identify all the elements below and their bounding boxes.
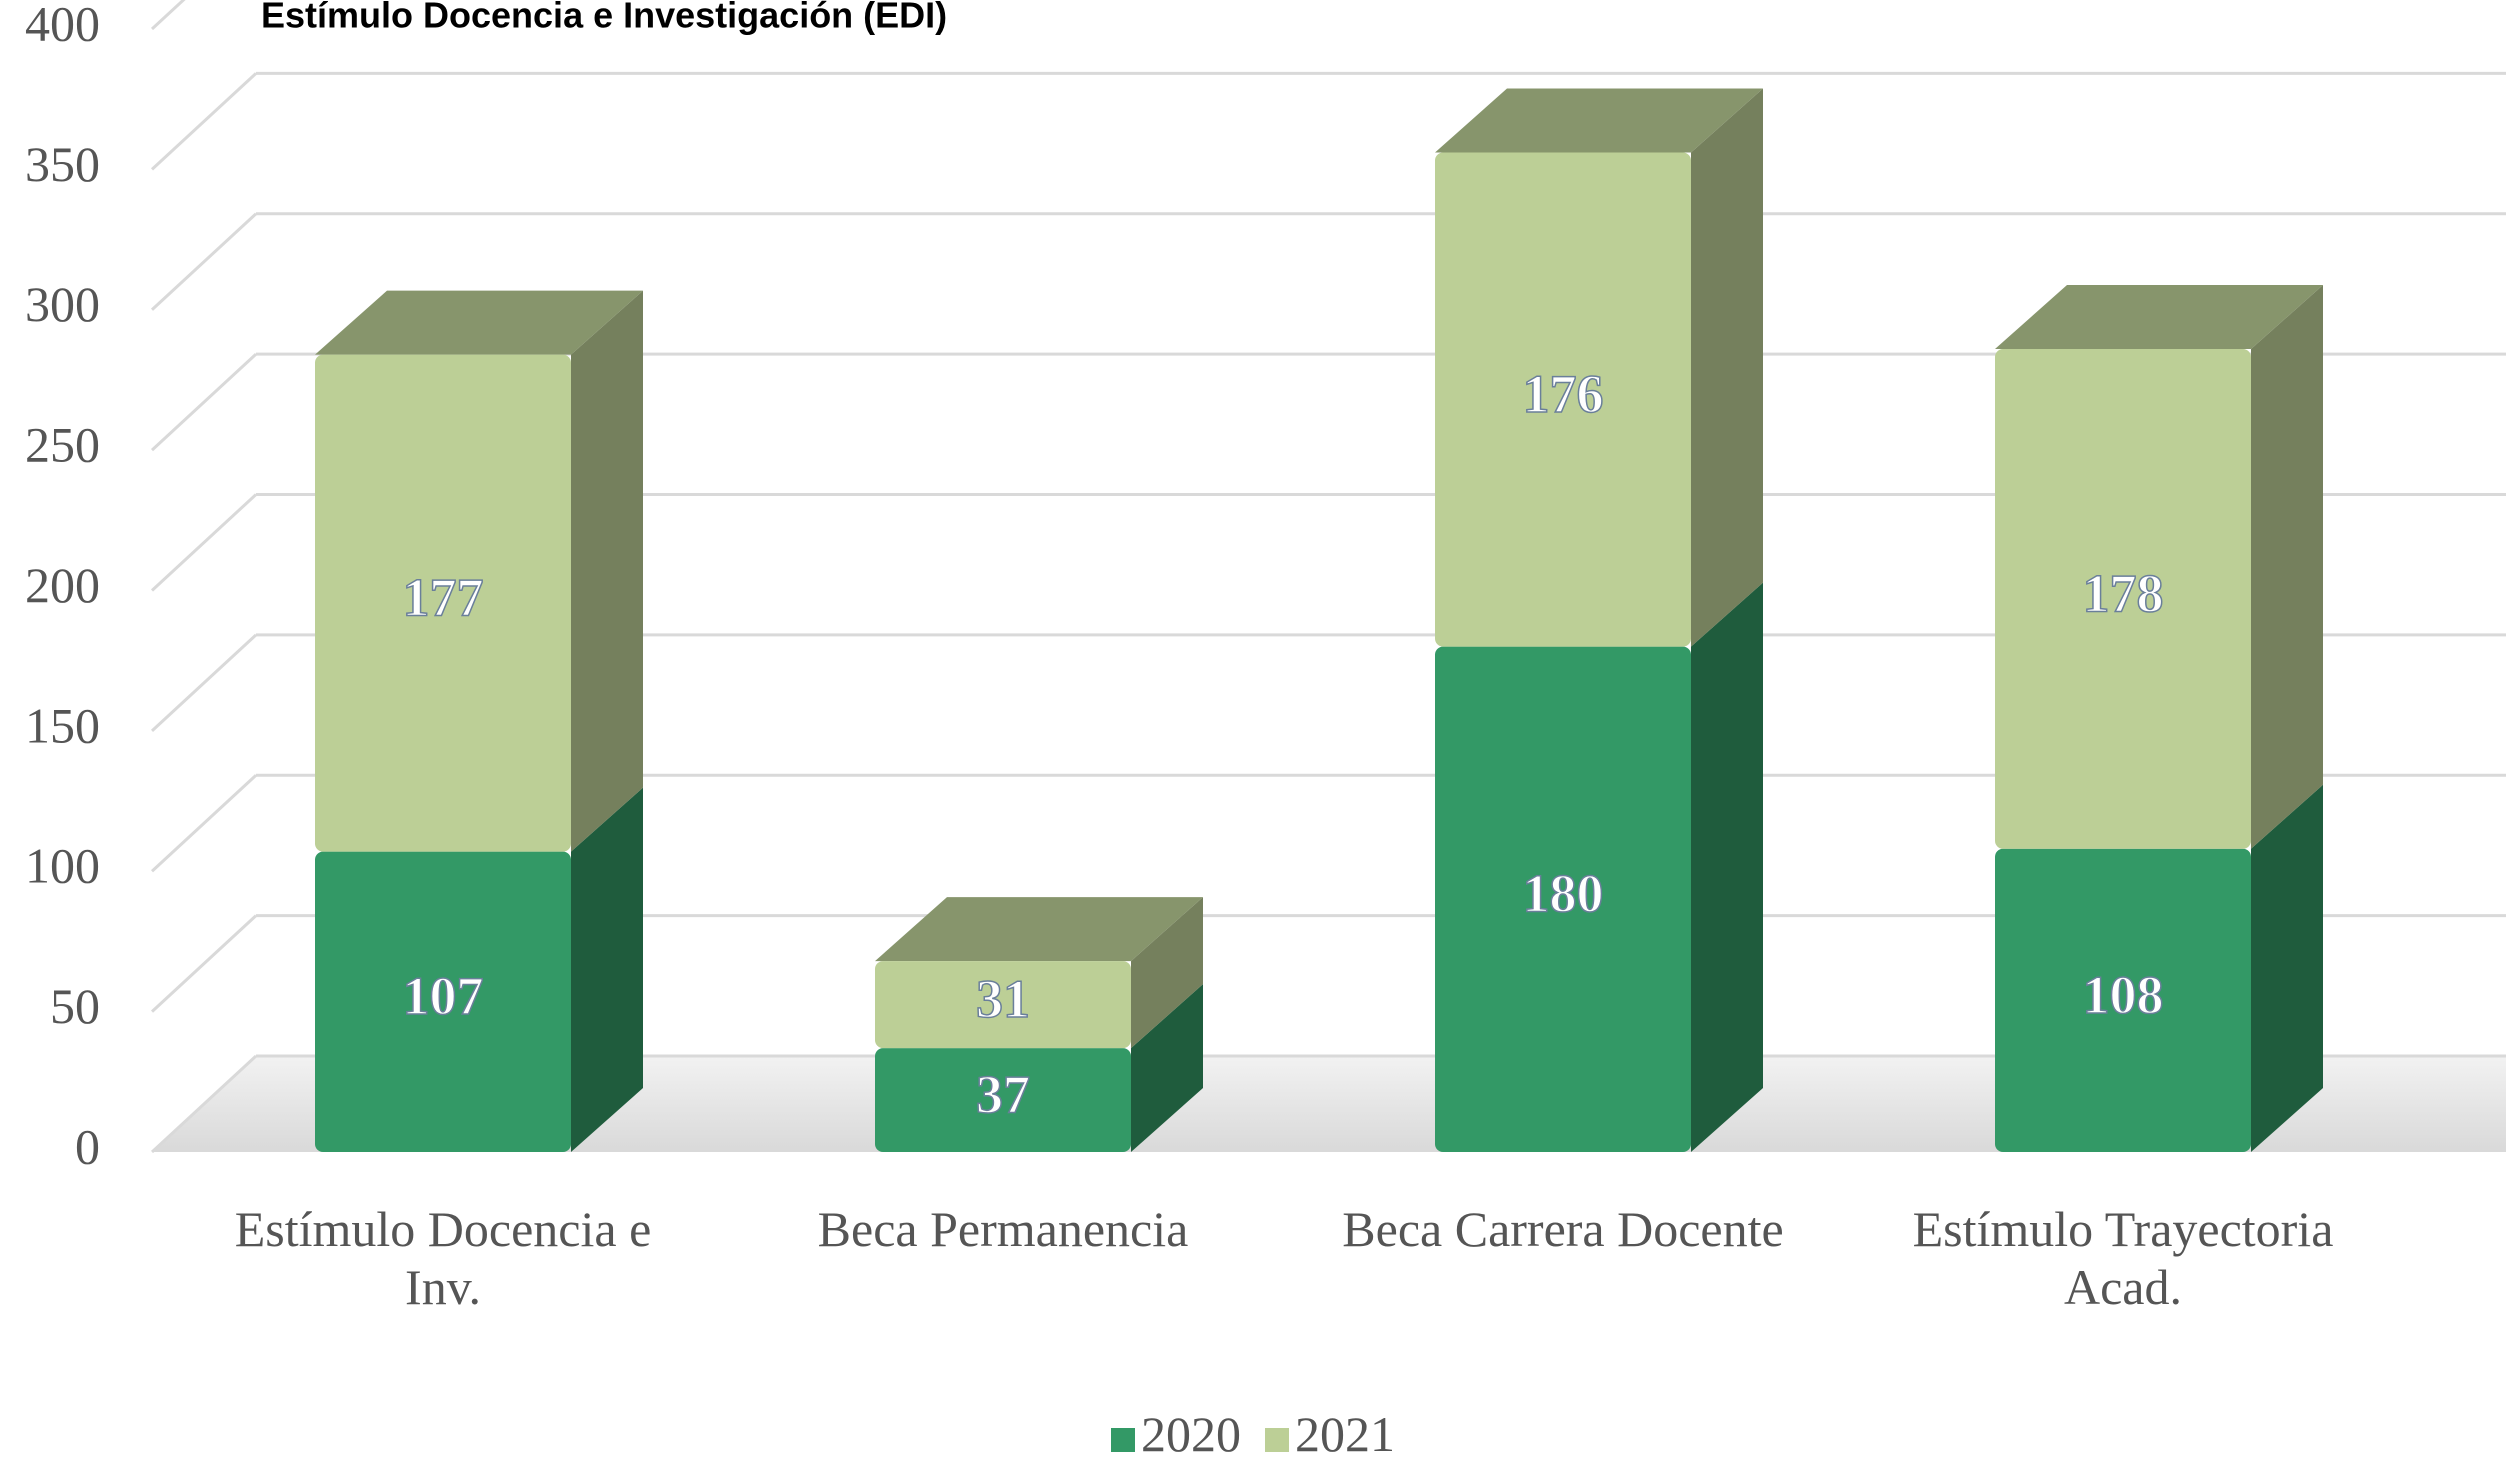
bar-top xyxy=(315,290,643,355)
y-tick-label: 350 xyxy=(25,136,100,192)
bar-side xyxy=(571,787,643,1152)
bar-side xyxy=(1691,582,1763,1152)
bar-side xyxy=(1131,897,1203,1049)
legend-swatch xyxy=(1265,1427,1289,1452)
x-tick-label: Estímulo Trayectoria Acad. xyxy=(1912,1201,2334,1315)
data-label: 107 xyxy=(403,966,484,1026)
grid-line-depth xyxy=(150,72,258,171)
x-tick-label: Beca Carrera Docente xyxy=(1342,1201,1784,1257)
x-tick-label: Estímulo Docencia e Inv. xyxy=(234,1201,652,1315)
data-label: 176 xyxy=(1523,364,1604,424)
grid-line-depth xyxy=(150,1054,258,1154)
legend-label: 2020 xyxy=(1141,1406,1241,1459)
grid-line-depth xyxy=(150,914,258,1013)
bar xyxy=(315,851,571,1152)
grid-line-depth xyxy=(150,353,258,452)
legend-item: 2021 xyxy=(1265,1405,1395,1459)
bar xyxy=(1995,349,2251,849)
bar xyxy=(315,354,571,852)
bar xyxy=(1435,646,1691,1152)
data-label: 31 xyxy=(976,969,1030,1029)
y-tick-label: 250 xyxy=(25,417,100,473)
data-label: 177 xyxy=(403,568,484,628)
grid-line-depth xyxy=(150,774,258,873)
y-tick-label: 0 xyxy=(75,1118,100,1174)
y-tick-label: 200 xyxy=(25,557,100,613)
bar xyxy=(1435,152,1691,647)
grid-line-depth xyxy=(150,633,258,732)
data-label: 180 xyxy=(1523,864,1604,924)
bar xyxy=(875,961,1131,1049)
data-label: 108 xyxy=(2083,965,2164,1025)
legend: 2020 2021 xyxy=(0,1405,2506,1459)
x-tick-label: Beca Permanencia xyxy=(817,1201,1189,1257)
data-label: 178 xyxy=(2083,563,2164,623)
floor xyxy=(152,1056,2506,1152)
bar-top xyxy=(875,897,1203,962)
y-tick-label: 300 xyxy=(25,276,100,332)
bar-top xyxy=(1995,285,2323,350)
bar-top xyxy=(1435,88,1763,153)
bar-side xyxy=(571,290,643,852)
data-label: 37 xyxy=(976,1064,1030,1124)
y-tick-label: 400 xyxy=(25,0,100,51)
bar xyxy=(875,1048,1131,1152)
y-tick-label: 150 xyxy=(25,697,100,753)
grid-line-depth xyxy=(150,212,258,311)
bar-side xyxy=(2251,784,2323,1152)
bar-side xyxy=(2251,285,2323,849)
bar xyxy=(1995,848,2251,1152)
legend-item: 2020 xyxy=(1111,1405,1241,1459)
bar-side xyxy=(1131,984,1203,1152)
legend-label: 2021 xyxy=(1295,1406,1395,1459)
grid-line-depth xyxy=(150,493,258,592)
legend-swatch xyxy=(1111,1427,1135,1452)
y-tick-label: 50 xyxy=(50,978,100,1034)
bar-side xyxy=(1691,88,1763,647)
chart-title: Estímulo Docencia e Investigación (EDI) xyxy=(261,0,947,36)
grid-line-depth xyxy=(150,0,186,31)
y-tick-label: 100 xyxy=(25,838,100,894)
